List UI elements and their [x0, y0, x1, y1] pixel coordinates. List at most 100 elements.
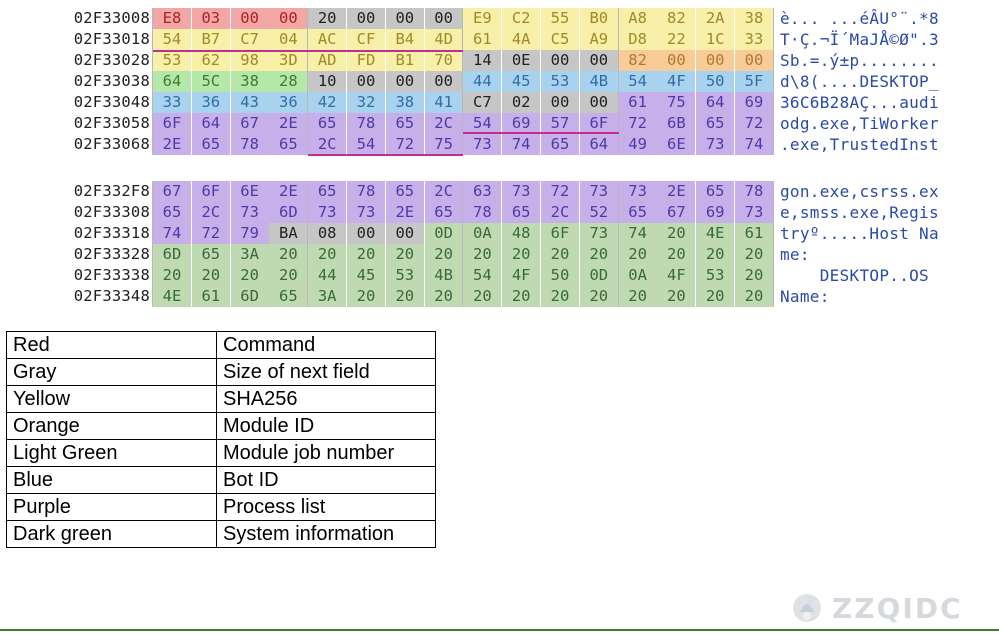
- hex-byte: 0E: [502, 50, 541, 71]
- hex-byte: 32: [347, 92, 385, 113]
- hex-row: 02F33048 33 36 43 36 42 32 38 41 C7 02 00 00 61 75 64 69…: [0, 92, 999, 113]
- hex-byte: 2C: [191, 202, 230, 223]
- hex-byte: 55: [541, 8, 579, 29]
- hex-byte: 20: [618, 244, 657, 265]
- hex-byte: 1C: [696, 29, 735, 50]
- hex-byte: 73: [579, 223, 618, 244]
- hex-byte: 67: [657, 202, 696, 223]
- column-separator: [772, 71, 774, 92]
- hex-byte: 74: [735, 134, 773, 155]
- hex-byte: 4E: [696, 223, 735, 244]
- legend-meaning: Bot ID: [216, 466, 436, 494]
- hex-byte: 73: [579, 181, 618, 202]
- hex-address: 02F33048: [73, 93, 150, 111]
- hex-byte: 20: [735, 286, 773, 307]
- hex-ascii: DESKTOP..OS: [778, 265, 995, 286]
- legend-row: Orange Module ID: [6, 412, 436, 440]
- hex-byte: 78: [347, 113, 385, 134]
- hex-byte: 98: [230, 50, 269, 71]
- hex-byte: 33: [153, 92, 191, 113]
- hex-byte: 20: [696, 244, 735, 265]
- hex-row: 02F33038 64 5C 38 28 10 00 00 00 44 45 53 4B 54 4F 50 5F…: [0, 71, 999, 92]
- column-separator: [307, 286, 309, 307]
- hex-byte: 5F: [735, 71, 773, 92]
- hex-byte: 4A: [502, 29, 541, 50]
- column-separator: [307, 181, 309, 202]
- hex-byte: 00: [424, 8, 463, 29]
- highlight-underline: [308, 154, 464, 156]
- column-separator: [307, 113, 309, 134]
- hex-byte: 2A: [696, 8, 735, 29]
- hex-row: 02F33068 2E 65 78 65 2C 54 72 75 73 74 65 64 49 6E 73 74…: [0, 134, 999, 155]
- hex-byte: 3D: [269, 50, 308, 71]
- hex-ascii: T·Ç.¬Ï´MaJÅ©Ø".3: [778, 29, 995, 50]
- hex-byte: 36: [269, 92, 308, 113]
- hex-byte: 28: [269, 71, 308, 92]
- hex-row: 02F33348 4E 61 6D 65 3A 20 20 20 20 20 20 20 20 20 20 20…: [0, 286, 999, 307]
- hex-byte: 73: [230, 202, 269, 223]
- hex-byte: 6D: [230, 286, 269, 307]
- hex-byte: 75: [657, 92, 696, 113]
- hex-byte: 43: [230, 92, 269, 113]
- hex-byte: 20: [541, 286, 579, 307]
- column-separator: [772, 113, 774, 134]
- hex-byte: FD: [347, 50, 385, 71]
- hex-byte: 44: [308, 265, 347, 286]
- hex-byte: 6D: [269, 202, 308, 223]
- column-separator: [152, 244, 153, 265]
- hex-byte: 64: [696, 92, 735, 113]
- column-separator: [617, 50, 619, 71]
- hex-byte: 57: [541, 113, 579, 134]
- hex-byte: 6E: [230, 181, 269, 202]
- hex-byte: 72: [735, 113, 773, 134]
- hex-byte: 20: [735, 244, 773, 265]
- hex-byte: 03: [191, 8, 230, 29]
- hex-byte: AD: [308, 50, 347, 71]
- hex-byte: 65: [424, 202, 463, 223]
- hex-address: 02F332F8: [73, 182, 150, 200]
- legend-meaning: System information: [216, 520, 436, 548]
- legend-row: Red Command: [6, 331, 436, 359]
- column-separator: [772, 244, 774, 265]
- hex-byte: 6B: [657, 113, 696, 134]
- hex-row: 02F33008 E8 03 00 00 20 00 00 00 E9 C2 55 B0 A8 82 2A 38…: [0, 8, 999, 29]
- hex-byte: B4: [385, 29, 424, 50]
- column-separator: [462, 286, 464, 307]
- hex-byte: 00: [424, 71, 463, 92]
- hex-byte: 74: [153, 223, 191, 244]
- column-separator: [617, 29, 619, 50]
- hex-byte: 65: [696, 181, 735, 202]
- column-separator: [152, 8, 153, 29]
- column-separator: [772, 134, 774, 155]
- legend-row: Light Green Module job number: [6, 439, 436, 467]
- column-separator: [152, 113, 153, 134]
- hex-byte: 53: [385, 265, 424, 286]
- hex-ascii: .exe,TrustedInst: [778, 134, 995, 155]
- hex-byte: 53: [541, 71, 579, 92]
- hex-byte: 00: [385, 8, 424, 29]
- column-separator: [462, 92, 464, 113]
- watermark: ZZQIDC: [790, 590, 990, 630]
- watermark-logo-icon: [793, 594, 821, 622]
- column-separator: [307, 8, 309, 29]
- hex-ascii: odg.exe,TiWorker: [778, 113, 995, 134]
- column-separator: [462, 223, 464, 244]
- column-separator: [152, 50, 153, 71]
- hex-byte: D8: [618, 29, 657, 50]
- hex-byte: 20: [502, 286, 541, 307]
- hex-dump-bottom: 02F332F8 67 6F 6E 2E 65 78 65 2C 63 73 72 73 73 2E 65 78…: [0, 181, 999, 311]
- legend-meaning: Module ID: [216, 412, 436, 440]
- hex-address: 02F33018: [73, 30, 150, 48]
- hex-byte: 78: [230, 134, 269, 155]
- hex-byte: 00: [347, 223, 385, 244]
- column-separator: [307, 29, 309, 50]
- column-separator: [307, 202, 309, 223]
- column-separator: [772, 202, 774, 223]
- column-separator: [772, 181, 774, 202]
- column-separator: [617, 113, 619, 134]
- hex-byte: 65: [385, 181, 424, 202]
- hex-byte: A9: [579, 29, 618, 50]
- hex-ascii: gon.exe,csrss.ex: [778, 181, 995, 202]
- hex-row: 02F33058 6F 64 67 2E 65 78 65 2C 54 69 57 6F 72 6B 65 72…: [0, 113, 999, 134]
- hex-byte: 00: [385, 223, 424, 244]
